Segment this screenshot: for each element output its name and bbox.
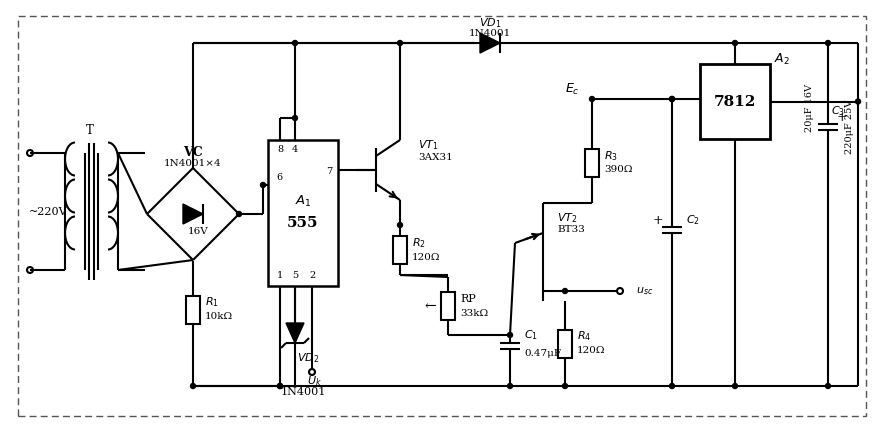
Text: $A_1$: $A_1$ [295,194,311,208]
Text: +: + [653,215,663,227]
Circle shape [260,183,265,187]
Circle shape [669,384,675,389]
Text: 10kΩ: 10kΩ [205,312,233,321]
Text: 6: 6 [276,173,282,181]
Text: $A_2$: $A_2$ [774,51,790,67]
Polygon shape [183,204,203,224]
Circle shape [732,384,737,389]
Text: +: + [837,111,848,124]
Text: 120Ω: 120Ω [577,346,606,355]
Text: 390Ω: 390Ω [604,166,632,174]
Text: $C_3$: $C_3$ [831,105,845,118]
Circle shape [507,384,512,389]
Circle shape [398,40,402,46]
Bar [585,149,599,177]
Circle shape [856,99,861,104]
Text: 7: 7 [325,167,333,177]
Text: 1N4001: 1N4001 [469,28,512,38]
Circle shape [563,384,567,389]
Text: 5: 5 [292,272,298,280]
Text: ←: ← [424,299,436,313]
Text: T: T [86,124,94,137]
Circle shape [507,332,512,338]
Bar [700,64,770,139]
Polygon shape [480,33,500,53]
Text: $C_1$: $C_1$ [524,328,538,343]
Text: $U_k$: $U_k$ [307,374,321,388]
Circle shape [563,289,567,293]
Text: 2: 2 [309,272,315,280]
Text: $R_3$: $R_3$ [604,149,618,163]
Text: 20μF 16V: 20μF 16V [805,85,814,133]
Polygon shape [286,323,304,343]
Text: 1N4001: 1N4001 [280,387,325,397]
Text: 16V: 16V [188,227,208,237]
Text: 33kΩ: 33kΩ [460,308,488,318]
Text: $R_2$: $R_2$ [412,236,426,250]
Bar [186,296,200,324]
Text: $VD_1$: $VD_1$ [479,16,501,30]
Circle shape [278,384,282,389]
Circle shape [669,96,675,102]
Text: BT33: BT33 [557,226,585,234]
Text: $R_1$: $R_1$ [205,296,219,309]
Text: 0.47μF: 0.47μF [524,349,561,358]
Text: 4: 4 [292,145,298,155]
Text: 555: 555 [288,216,318,230]
Text: 8: 8 [277,145,283,155]
Text: $u_{sc}$: $u_{sc}$ [636,285,654,297]
Text: ~220V: ~220V [29,207,67,217]
Text: 7812: 7812 [714,95,756,109]
Circle shape [293,40,297,46]
Text: VC: VC [183,145,203,159]
Circle shape [293,116,297,120]
Text: 120Ω: 120Ω [412,252,440,261]
Text: $VT_2$: $VT_2$ [557,211,578,225]
Circle shape [589,96,594,102]
Circle shape [669,96,675,102]
Bar [441,292,455,320]
Text: 3AX31: 3AX31 [418,152,452,162]
Circle shape [278,384,282,389]
Text: 1N4001×4: 1N4001×4 [164,159,221,167]
Circle shape [826,384,831,389]
Text: 220μF 25V: 220μF 25V [846,99,855,154]
Bar [393,236,407,264]
Text: $C_2$: $C_2$ [686,213,700,227]
Text: $VT_1$: $VT_1$ [418,138,438,152]
Circle shape [236,212,242,216]
Text: $E_c$: $E_c$ [564,81,579,96]
Circle shape [732,40,737,46]
Circle shape [398,223,402,227]
Circle shape [826,40,831,46]
Circle shape [191,384,196,389]
Bar [558,329,572,357]
Text: $VD_2$: $VD_2$ [297,351,319,365]
Bar [268,140,338,286]
Text: $R_4$: $R_4$ [577,330,591,343]
Text: 1: 1 [277,272,283,280]
Text: RP: RP [460,294,475,304]
